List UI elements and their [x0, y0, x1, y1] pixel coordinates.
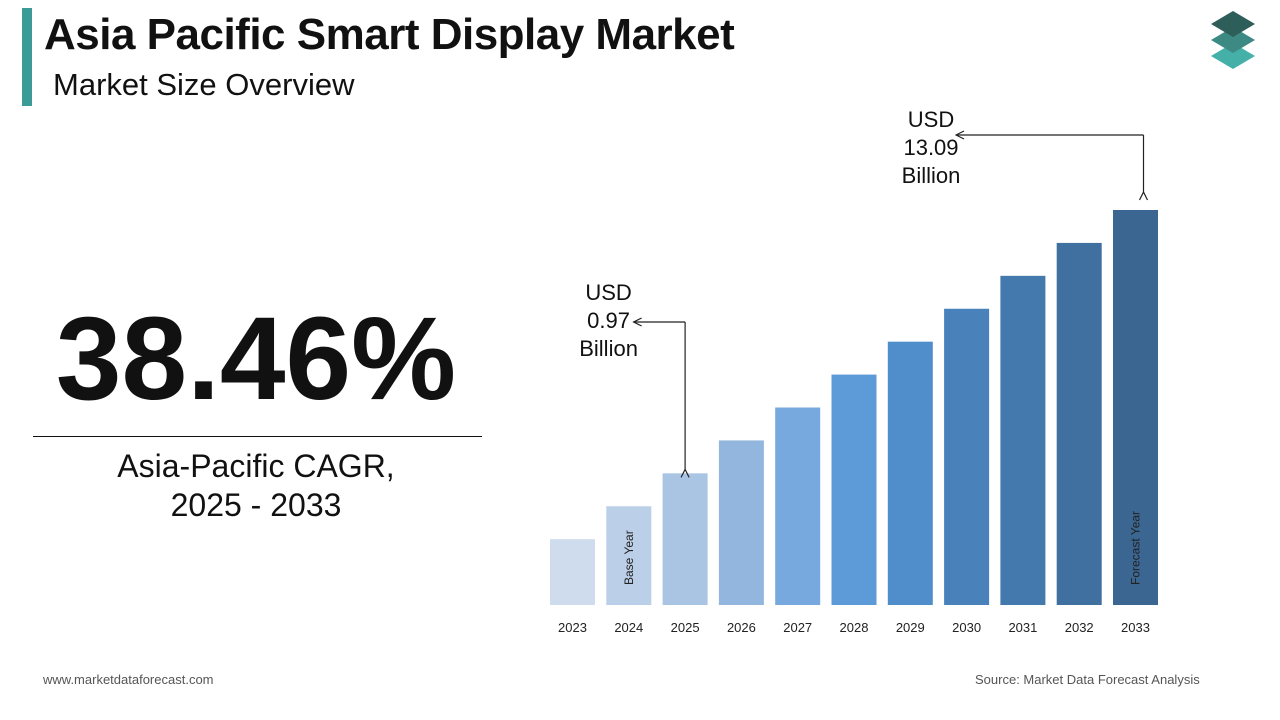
logo-layer-bottom [1211, 43, 1255, 69]
annotation-text-2033-line3: Billion [902, 163, 961, 188]
cagr-divider [33, 436, 482, 437]
bar-2032 [1056, 242, 1102, 605]
bar-2027 [775, 407, 821, 605]
x-tick-label-2033: 2033 [1121, 620, 1150, 635]
bar-2028 [831, 374, 877, 605]
x-tick-label-2025: 2025 [671, 620, 700, 635]
layers-logo-icon [1211, 11, 1255, 69]
x-tick-label-2031: 2031 [1008, 620, 1037, 635]
annotation-text-2025-line1: USD [585, 280, 631, 305]
logo-layer-top [1211, 11, 1255, 37]
annotation-text-2033-line1: USD [908, 107, 954, 132]
bar-2023 [550, 539, 595, 605]
bar-2024 [606, 506, 652, 605]
bar-2031 [1000, 275, 1046, 605]
x-tick-label-2023: 2023 [558, 620, 587, 635]
title-accent-bar [22, 8, 32, 106]
bar-2026 [718, 440, 764, 605]
x-tick-label-2024: 2024 [614, 620, 643, 635]
x-tick-label-2030: 2030 [952, 620, 981, 635]
source-note: Source: Market Data Forecast Analysis [975, 672, 1200, 687]
cagr-label: Asia-Pacific CAGR, 2025 - 2033 [0, 447, 512, 525]
page-title: Asia Pacific Smart Display Market [44, 10, 735, 59]
page-subtitle: Market Size Overview [53, 67, 355, 102]
bar-2030 [944, 308, 990, 605]
annotation-text-2025-line2: 0.97 [587, 308, 630, 333]
x-tick-label-2032: 2032 [1065, 620, 1094, 635]
annotation-text-2033-line2: 13.09 [903, 135, 958, 160]
bar-2033 [1113, 210, 1158, 605]
bar-label-2024: Base Year [622, 530, 636, 585]
annotation-text-2025-line3: Billion [579, 336, 638, 361]
x-tick-label-2029: 2029 [896, 620, 925, 635]
website-url: www.marketdataforecast.com [43, 672, 214, 687]
x-tick-label-2027: 2027 [783, 620, 812, 635]
bar-2025 [662, 473, 708, 605]
logo-layer-middle [1211, 27, 1255, 53]
cagr-label-line2: 2025 - 2033 [170, 487, 342, 523]
x-tick-label-2028: 2028 [840, 620, 869, 635]
bar-2029 [887, 341, 933, 605]
x-tick-label-2026: 2026 [727, 620, 756, 635]
bar-label-2033: Forecast Year [1129, 511, 1143, 585]
cagr-label-line1: Asia-Pacific CAGR, [117, 448, 395, 484]
cagr-value: 38.46% [55, 293, 457, 425]
